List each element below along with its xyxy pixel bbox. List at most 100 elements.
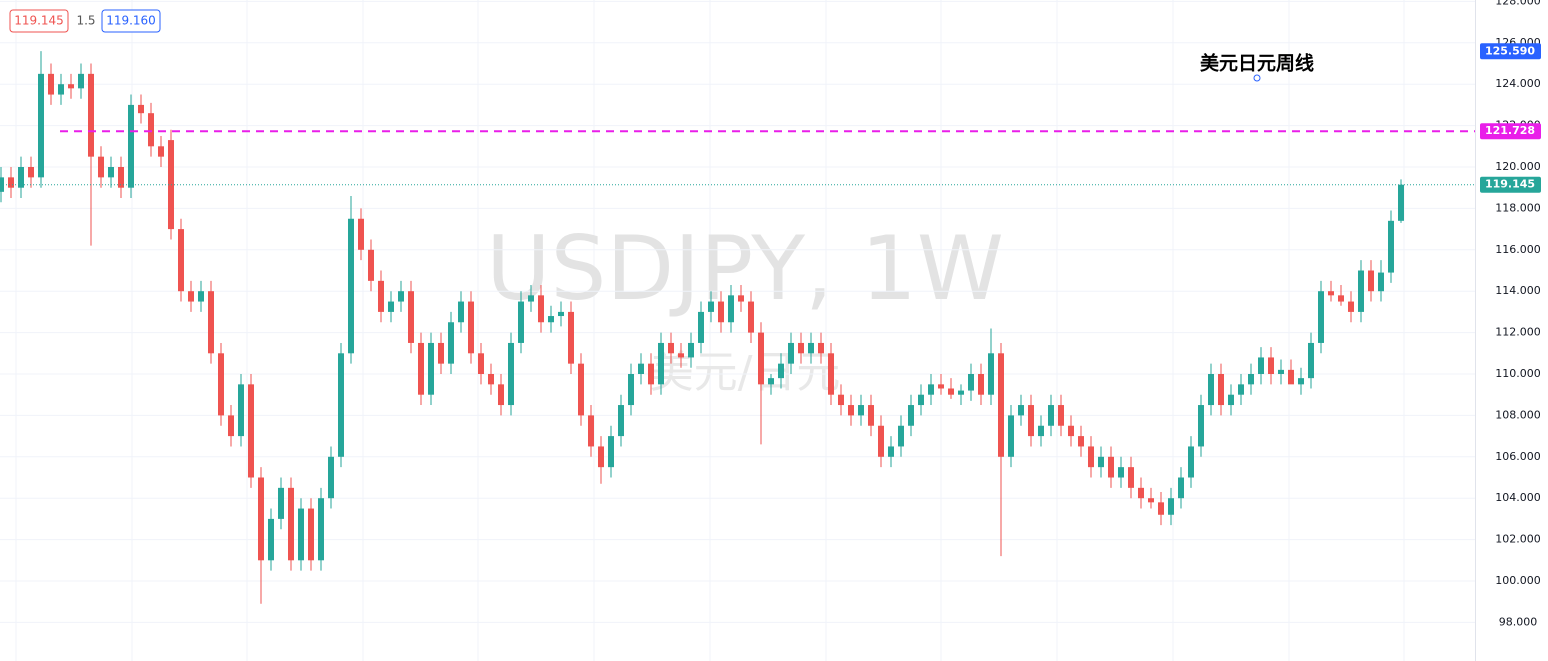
candle-body <box>1168 498 1174 515</box>
candle-body <box>348 218 354 354</box>
candle-body <box>308 508 314 561</box>
candle-body <box>938 384 944 389</box>
candle-body <box>758 332 764 385</box>
candle-body <box>488 374 494 385</box>
candle-body <box>0 177 4 192</box>
candle-body <box>88 73 94 157</box>
legend-box <box>101 9 161 33</box>
candle-body <box>378 280 384 312</box>
candle-body <box>638 363 644 375</box>
plot <box>0 0 1475 623</box>
candle-body <box>398 291 404 302</box>
legend-ask: 119.145 <box>14 14 64 28</box>
candle-body <box>388 301 394 312</box>
candle-body <box>238 384 244 437</box>
candle-body <box>158 146 164 157</box>
candle-body <box>468 301 474 354</box>
price-label: 121.728 <box>1485 124 1535 137</box>
y-tick-label: 116.000 <box>1495 243 1541 256</box>
candle-body <box>908 405 914 426</box>
legend-spread: 1.5 <box>76 14 95 28</box>
y-tick-label: 124.000 <box>1495 77 1541 90</box>
candle-body <box>548 316 554 323</box>
y-tick-label: 114.000 <box>1495 284 1541 297</box>
candle-body <box>1348 301 1354 312</box>
candle-body <box>278 487 284 519</box>
candle-body <box>588 415 594 447</box>
price-label-box <box>1480 43 1541 60</box>
y-tick-label: 100.000 <box>1495 574 1541 587</box>
candle-body <box>838 394 844 406</box>
y-tick-label: 128.000 <box>1495 0 1541 7</box>
candle-body <box>1208 374 1214 406</box>
candle-body <box>438 342 444 364</box>
candle-body <box>978 374 984 395</box>
y-tick-label: 110.000 <box>1495 367 1541 380</box>
candle-body <box>1008 415 1014 457</box>
candle-body <box>1298 378 1304 385</box>
candle-body <box>1028 405 1034 437</box>
candle-body <box>948 388 954 395</box>
candle-body <box>198 291 204 302</box>
candle-body <box>428 342 434 395</box>
candle-body <box>338 353 344 457</box>
candle-body <box>28 167 34 178</box>
candle-body <box>778 363 784 379</box>
y-tick-label: 106.000 <box>1495 450 1541 463</box>
candle-body <box>1318 291 1324 343</box>
candle-body <box>918 394 924 406</box>
candle-body <box>118 167 124 188</box>
candle-body <box>258 477 264 561</box>
candle-body <box>568 311 574 364</box>
legend-bid: 119.160 <box>106 14 156 28</box>
candle-body <box>1068 425 1074 437</box>
candle-body <box>808 342 814 354</box>
y-tick-label: 98.000 <box>1499 615 1538 628</box>
candle-body <box>1218 374 1224 406</box>
candle-body <box>1148 498 1154 503</box>
candle-body <box>38 73 44 178</box>
candle-body <box>688 342 694 358</box>
candle-body <box>98 156 104 178</box>
candle-body <box>1338 295 1344 302</box>
candle-body <box>458 301 464 323</box>
candle-body <box>188 291 194 302</box>
annotation: 美元日元周线 <box>1200 52 1314 75</box>
price-label-box <box>1480 176 1541 193</box>
y-tick-label: 112.000 <box>1495 326 1541 339</box>
y-tick-label: 104.000 <box>1495 491 1541 504</box>
candle-body <box>1268 357 1274 375</box>
candle-body <box>538 295 544 323</box>
candle-body <box>898 425 904 447</box>
candle-body <box>268 518 274 561</box>
candle-body <box>418 342 424 395</box>
candle-body <box>828 353 834 395</box>
candle-body <box>508 342 514 406</box>
candle-body <box>248 384 254 478</box>
candle-body <box>1378 272 1384 292</box>
candle-body <box>1048 405 1054 426</box>
candle-body <box>478 353 484 375</box>
candle-body <box>658 342 664 385</box>
candle-body <box>228 415 234 437</box>
y-tick-label: 102.000 <box>1495 533 1541 546</box>
candle-body <box>1098 456 1104 468</box>
candle-body <box>848 405 854 416</box>
candle-body <box>998 353 1004 457</box>
candle-body <box>178 229 184 292</box>
candle-body <box>1248 374 1254 385</box>
candle-body <box>1308 342 1314 379</box>
candle-body <box>798 342 804 354</box>
candle-body <box>1138 487 1144 499</box>
candle-body <box>1238 384 1244 395</box>
candle-body <box>648 363 654 385</box>
candle-body <box>678 353 684 358</box>
candle-body <box>1038 425 1044 437</box>
candle-body <box>578 363 584 416</box>
watermark: USDJPY, 1W <box>486 217 1004 320</box>
candle-body <box>818 342 824 354</box>
candle-body <box>108 167 114 178</box>
candle-body <box>988 353 994 395</box>
